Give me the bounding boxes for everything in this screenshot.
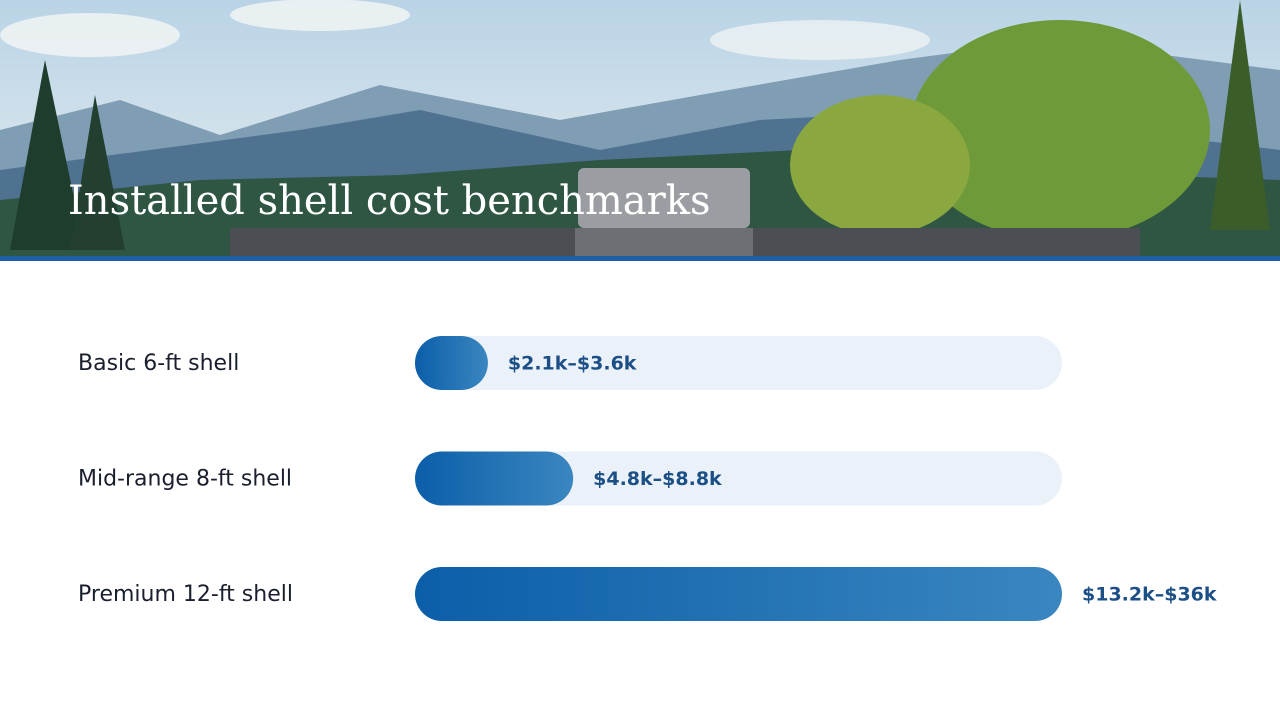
bar-track bbox=[415, 451, 1062, 506]
value-label: $2.1k–$3.6k bbox=[508, 353, 637, 375]
value-label: $13.2k–$36k bbox=[1082, 584, 1217, 606]
category-label: Basic 6-ft shell bbox=[78, 351, 239, 376]
bar bbox=[415, 567, 1062, 621]
header-image bbox=[0, 0, 1280, 258]
bar bbox=[415, 336, 488, 390]
bar bbox=[415, 451, 574, 506]
category-label: Premium 12-ft shell bbox=[78, 582, 293, 607]
chart-title: Installed shell cost benchmarks bbox=[68, 178, 711, 224]
header-rule bbox=[0, 256, 1280, 261]
bar-track bbox=[415, 336, 1062, 390]
category-label: Mid-range 8-ft shell bbox=[78, 467, 292, 492]
value-label: $4.8k–$8.8k bbox=[593, 468, 722, 490]
